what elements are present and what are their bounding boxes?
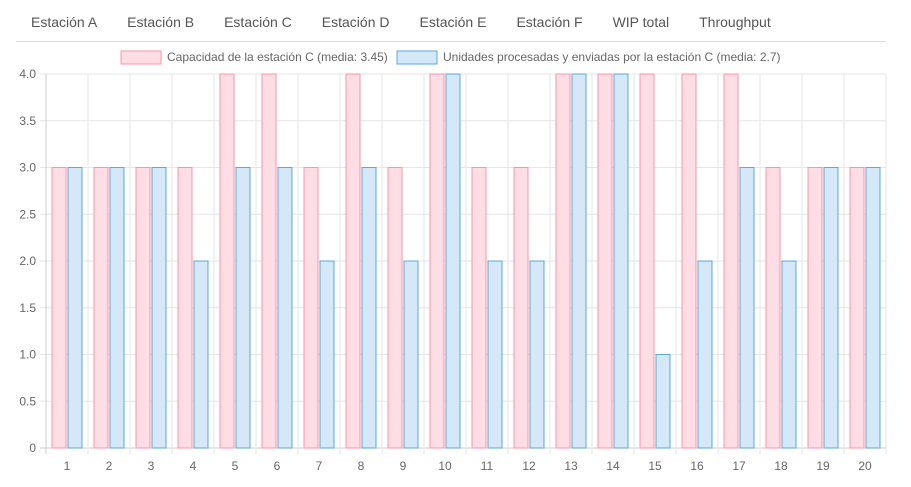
bar-capacity[interactable]	[387, 167, 403, 449]
tab-estacion-f[interactable]: Estación F	[516, 14, 583, 30]
bar-capacity[interactable]	[261, 73, 277, 449]
bar-chart: Capacidad de la estación C (media: 3.45)…	[19, 50, 887, 473]
bar-capacity[interactable]	[51, 167, 67, 449]
legend-capacity-swatch[interactable]	[120, 50, 162, 65]
bar-capacity[interactable]	[429, 73, 445, 449]
bar-processed[interactable]	[193, 260, 209, 449]
bar-processed[interactable]	[781, 260, 797, 449]
x-tick-label: 15	[648, 459, 662, 473]
x-tick-label: 10	[438, 459, 452, 473]
bar-capacity[interactable]	[597, 73, 613, 449]
bar-processed[interactable]	[571, 73, 587, 449]
bar-processed[interactable]	[613, 73, 629, 449]
y-tick-label: 1.0	[19, 348, 36, 362]
bar-processed[interactable]	[739, 167, 755, 449]
bar-capacity[interactable]	[555, 73, 571, 449]
bar-capacity[interactable]	[303, 167, 319, 449]
legend-processed-swatch[interactable]	[396, 50, 438, 65]
x-tick-label: 3	[148, 459, 155, 473]
x-tick-label: 20	[858, 459, 872, 473]
x-tick-label: 5	[232, 459, 239, 473]
x-tick-label: 14	[606, 459, 620, 473]
bar-processed[interactable]	[235, 167, 251, 449]
x-tick-label: 6	[274, 459, 281, 473]
tab-throughput[interactable]: Throughput	[699, 14, 771, 30]
bar-processed[interactable]	[109, 167, 125, 449]
bar-processed[interactable]	[277, 167, 293, 449]
tab-estacion-b[interactable]: Estación B	[127, 14, 195, 30]
bar-processed[interactable]	[67, 167, 83, 449]
x-tick-label: 17	[732, 459, 746, 473]
x-tick-label: 9	[400, 459, 407, 473]
bar-processed[interactable]	[361, 167, 377, 449]
tab-bar: Estación A Estación B Estación C Estació…	[16, 0, 886, 42]
x-tick-label: 11	[481, 459, 494, 473]
y-tick-label: 3.5	[19, 114, 36, 128]
tab-estacion-d[interactable]: Estación D	[321, 14, 390, 30]
bar-capacity[interactable]	[135, 167, 151, 449]
bar-processed[interactable]	[487, 260, 503, 449]
x-tick-label: 12	[522, 459, 536, 473]
y-tick-label: 4.0	[19, 67, 36, 81]
bar-capacity[interactable]	[345, 73, 361, 449]
bar-capacity[interactable]	[765, 167, 781, 449]
y-tick-label: 2.0	[19, 254, 36, 268]
tab-wip-total[interactable]: WIP total	[612, 14, 670, 30]
bar-processed[interactable]	[445, 73, 461, 449]
tab-estacion-a[interactable]: Estación A	[31, 14, 98, 30]
bar-capacity[interactable]	[471, 167, 487, 449]
legend-capacity-label[interactable]: Capacidad de la estación C (media: 3.45)	[167, 50, 388, 64]
y-tick-label: 1.5	[19, 301, 36, 315]
bar-processed[interactable]	[151, 167, 167, 449]
bar-capacity[interactable]	[219, 73, 235, 449]
bar-capacity[interactable]	[639, 73, 655, 449]
tab-estacion-c[interactable]: Estación C	[224, 14, 292, 30]
bar-processed[interactable]	[655, 354, 671, 449]
x-tick-label: 1	[64, 459, 71, 473]
bar-capacity[interactable]	[93, 167, 109, 449]
bar-processed[interactable]	[319, 260, 335, 449]
bar-capacity[interactable]	[177, 167, 193, 449]
x-tick-label: 19	[816, 459, 830, 473]
bar-capacity[interactable]	[807, 167, 823, 449]
x-tick-label: 16	[690, 459, 704, 473]
bar-capacity[interactable]	[849, 167, 865, 449]
y-tick-label: 0.5	[19, 394, 36, 408]
x-tick-label: 8	[358, 459, 365, 473]
bar-processed[interactable]	[865, 167, 881, 449]
bar-processed[interactable]	[529, 260, 545, 449]
x-tick-label: 7	[316, 459, 323, 473]
y-tick-label: 0	[29, 441, 36, 455]
x-tick-label: 2	[106, 459, 113, 473]
y-tick-label: 3.0	[19, 161, 36, 175]
y-tick-label: 2.5	[19, 207, 36, 221]
bar-capacity[interactable]	[681, 73, 697, 449]
bar-processed[interactable]	[697, 260, 713, 449]
bar-capacity[interactable]	[513, 167, 529, 449]
x-tick-label: 13	[564, 459, 578, 473]
x-tick-label: 4	[190, 459, 197, 473]
bar-capacity[interactable]	[723, 73, 739, 449]
tab-estacion-e[interactable]: Estación E	[419, 14, 487, 30]
x-tick-label: 18	[774, 459, 788, 473]
legend-processed-label[interactable]: Unidades procesadas y enviadas por la es…	[443, 50, 781, 64]
bar-processed[interactable]	[403, 260, 419, 449]
bar-processed[interactable]	[823, 167, 839, 449]
